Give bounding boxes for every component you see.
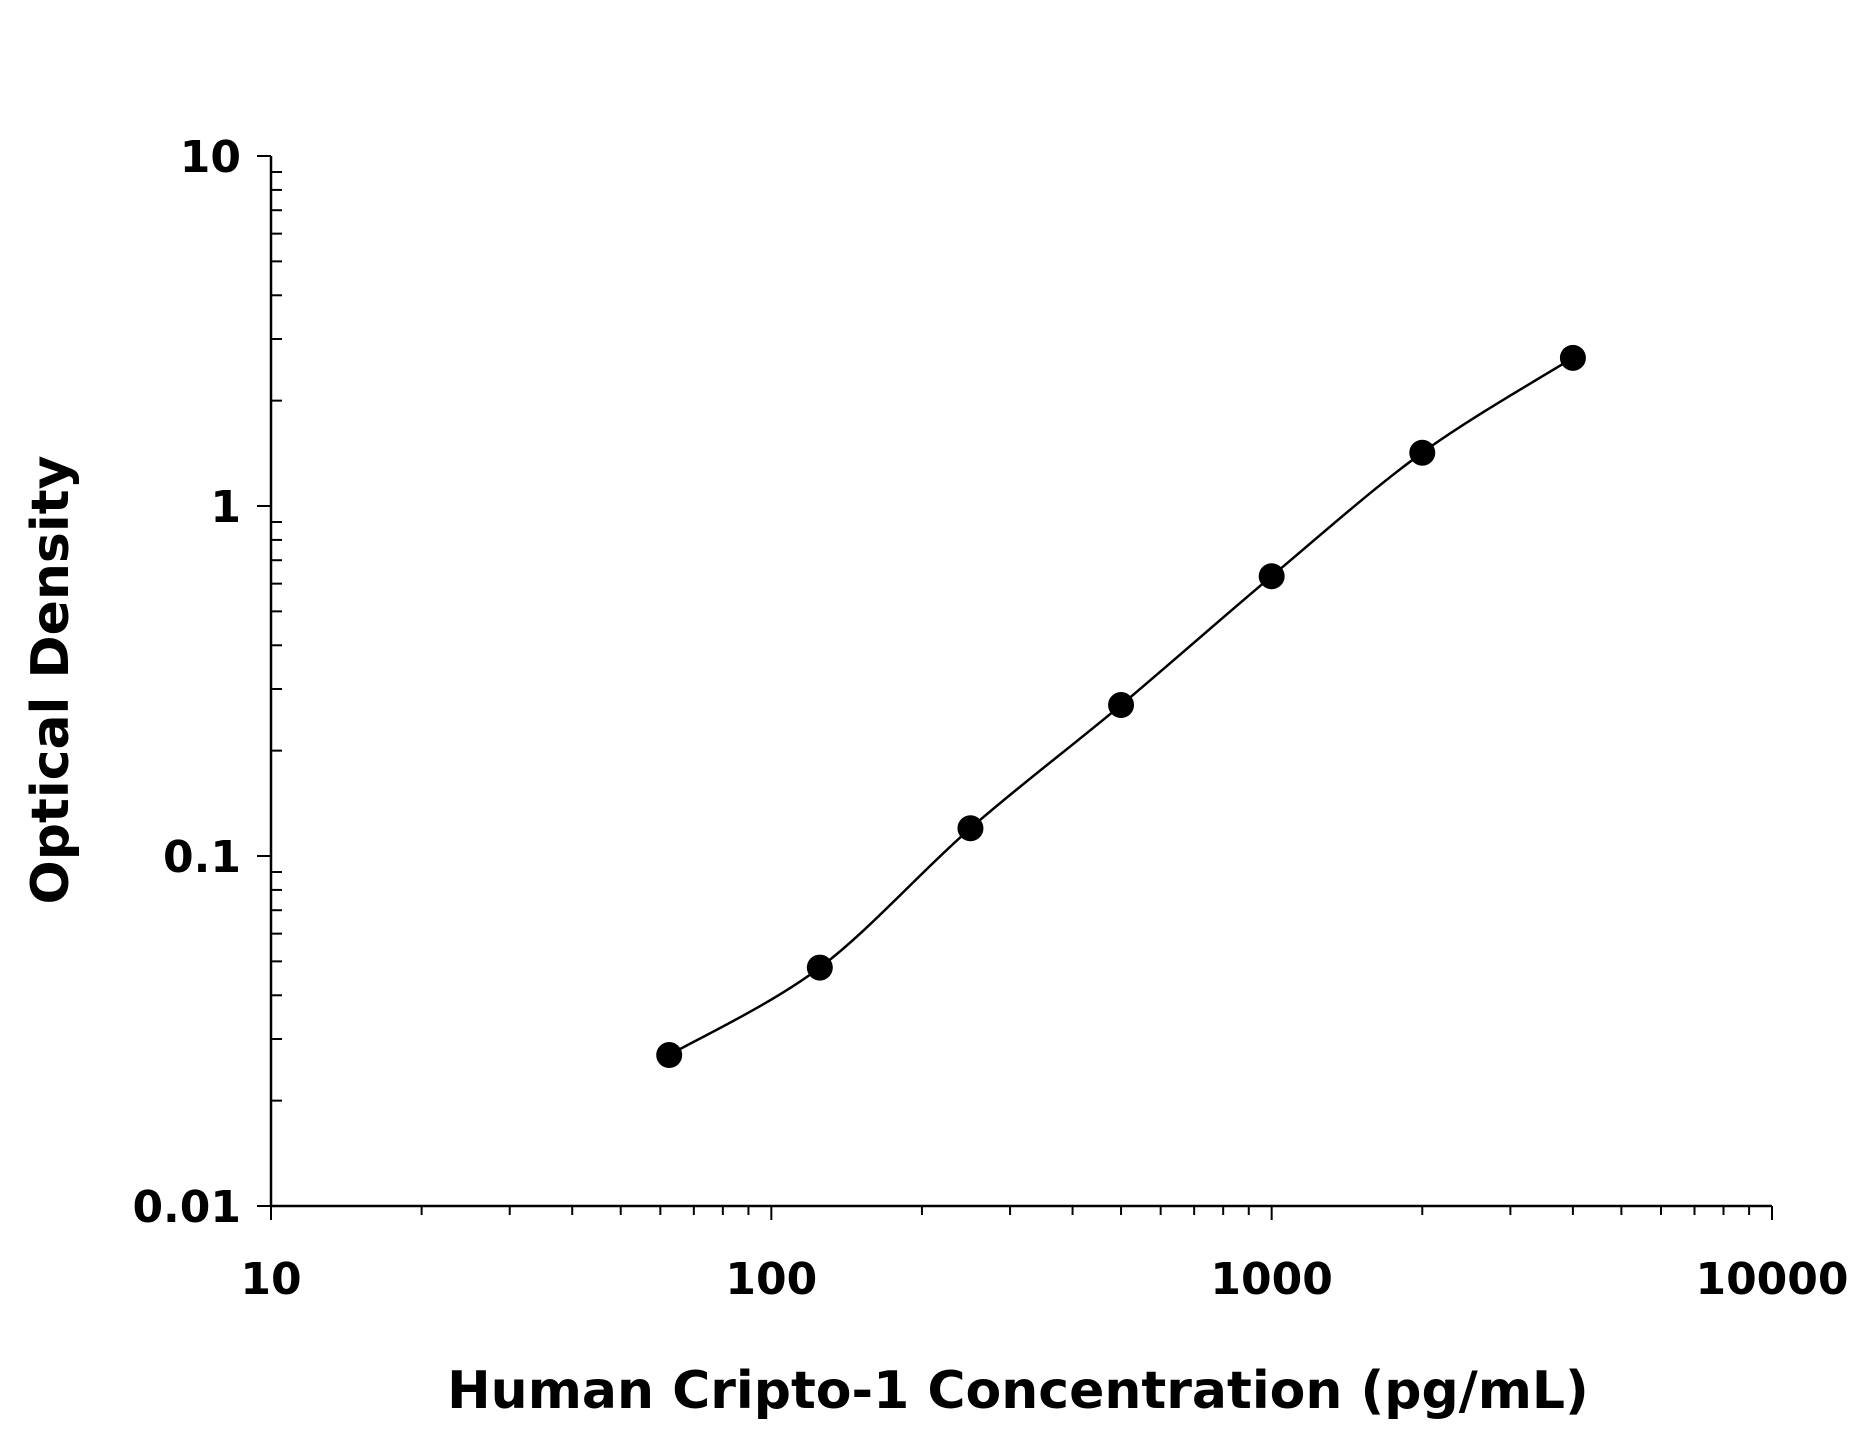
x-tick-label: 10000	[1695, 1254, 1848, 1305]
y-tick-label: 0.01	[132, 1182, 241, 1233]
x-tick-label: 100	[725, 1254, 817, 1305]
ticks	[257, 155, 1773, 1220]
data-points	[656, 344, 1586, 1069]
x-tick-label: 1000	[1210, 1254, 1332, 1305]
data-point	[1258, 563, 1285, 590]
data-point	[1559, 344, 1586, 371]
data-point	[957, 815, 984, 842]
y-tick-label: 0.1	[163, 832, 241, 883]
data-point	[806, 954, 833, 981]
y-tick-label: 1	[210, 482, 241, 533]
x-tick-label: 10	[240, 1254, 301, 1305]
y-axis-title: Optical Density	[21, 456, 81, 905]
axes	[269, 156, 1772, 1208]
data-point	[656, 1042, 683, 1069]
x-axis-title: Human Cripto-1 Concentration (pg/mL)	[447, 1361, 1589, 1421]
y-tick-label: 10	[180, 132, 241, 183]
tick-labels: 10 100 1000 10000 0.01 0.1 1 10	[132, 132, 1848, 1305]
data-point	[1409, 439, 1436, 466]
data-point	[1108, 692, 1135, 719]
